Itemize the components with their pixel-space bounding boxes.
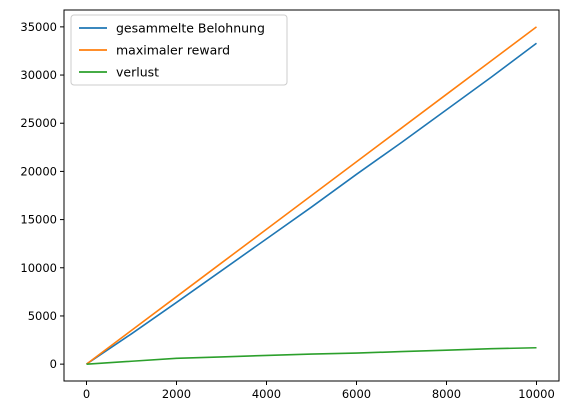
legend-box [70, 14, 288, 86]
legend-label: maximaler reward [116, 43, 230, 58]
x-tick-label: 0 [83, 387, 90, 401]
series-layer [86, 26, 537, 365]
legend-label: gesammelte Belohnung [116, 21, 265, 36]
y-tick-label: 5000 [28, 309, 57, 323]
legend: gesammelte Belohnung maximaler reward verl… [70, 14, 288, 86]
y-tick-label: 10000 [20, 261, 57, 275]
series-line-1 [86, 26, 537, 365]
y-tick-label: 25000 [20, 116, 57, 130]
y-axis: 0 5000 10000 15000 20000 25000 30000 35000 [20, 20, 64, 371]
x-axis: 0 2000 4000 6000 8000 10000 [83, 381, 555, 401]
x-tick-label: 10000 [518, 387, 555, 401]
y-tick-label: 15000 [20, 213, 57, 227]
y-tick-label: 20000 [20, 164, 57, 178]
y-tick-label: 0 [50, 357, 57, 371]
x-tick-label: 4000 [252, 387, 281, 401]
x-tick-label: 6000 [342, 387, 371, 401]
series-line-0 [86, 42, 537, 365]
series-line-2 [86, 346, 537, 365]
legend-label: verlust [116, 65, 159, 80]
y-tick-label: 30000 [20, 68, 57, 82]
plot-frame [63, 9, 560, 382]
y-tick-label: 35000 [20, 20, 57, 34]
x-tick-label: 2000 [162, 387, 191, 401]
x-tick-label: 8000 [432, 387, 461, 401]
